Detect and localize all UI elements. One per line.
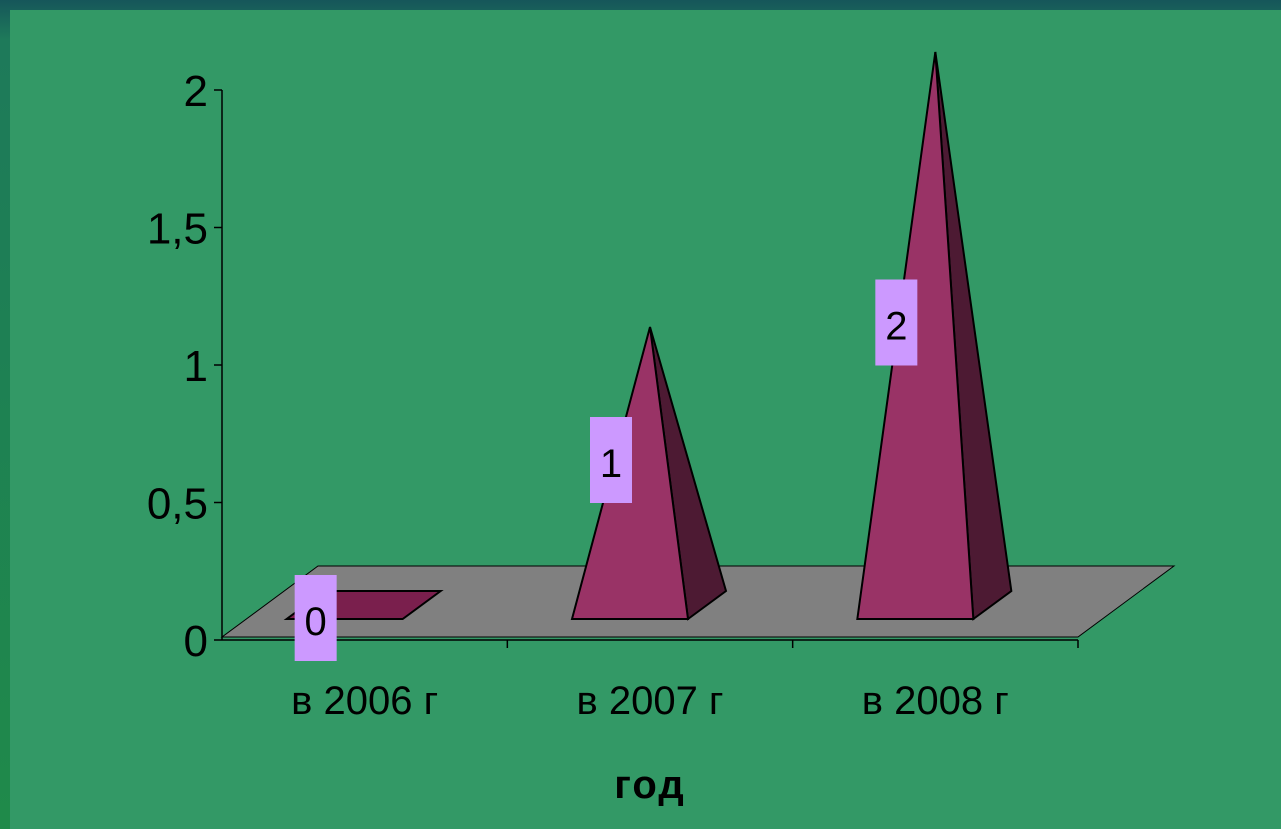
data-label-background	[875, 279, 918, 366]
x-tick-label: в 2008 г	[862, 679, 1009, 723]
y-tick-label: 1,5	[147, 205, 208, 254]
data-label: 2	[885, 305, 907, 349]
x-axis-title: год	[614, 763, 685, 807]
y-tick-label: 1	[184, 342, 208, 391]
data-label: 1	[600, 442, 622, 486]
x-tick-label: в 2006 г	[291, 679, 438, 723]
data-label-background	[294, 575, 337, 661]
y-tick-label: 0	[184, 617, 208, 666]
x-tick-label: в 2007 г	[576, 679, 723, 723]
y-tick-label: 2	[184, 67, 208, 116]
y-tick-label: 0,5	[147, 480, 208, 529]
data-label: 0	[305, 600, 327, 644]
data-label-background	[590, 417, 632, 503]
